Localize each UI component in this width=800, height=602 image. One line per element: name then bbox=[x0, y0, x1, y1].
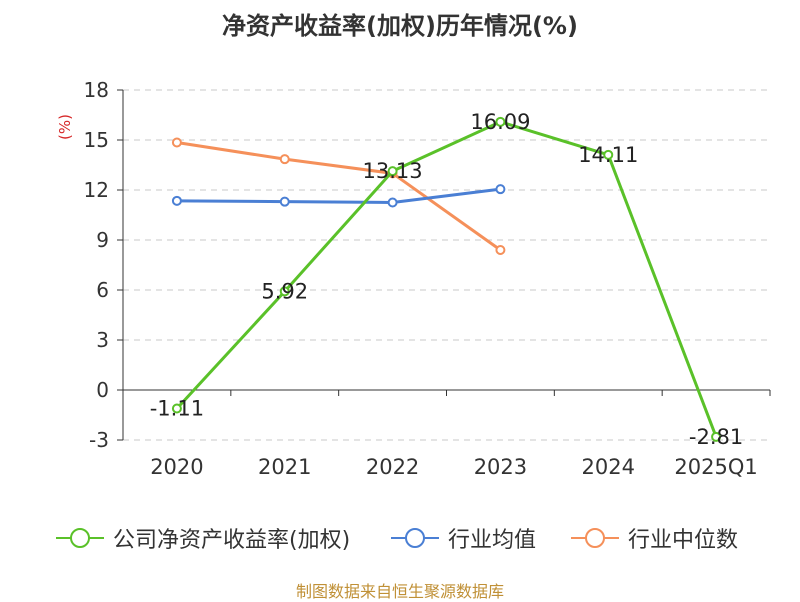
x-tick-label: 2024 bbox=[582, 455, 635, 479]
legend-marker-icon bbox=[391, 528, 439, 548]
data-label: -2.81 bbox=[689, 425, 743, 449]
data-label: -1.11 bbox=[150, 397, 204, 421]
data-point bbox=[279, 154, 290, 165]
data-point bbox=[495, 184, 506, 195]
x-tick-label: 2021 bbox=[258, 455, 311, 479]
legend-item[interactable]: 行业均值 bbox=[390, 522, 536, 554]
data-labels: -1.11 5.92 13.13 16.09 14.11 -2.81 bbox=[150, 110, 744, 449]
legend-marker-icon bbox=[56, 528, 104, 548]
y-tick-label: 9 bbox=[96, 228, 109, 252]
series-line bbox=[176, 141, 502, 252]
data-label: 13.13 bbox=[363, 159, 423, 183]
data-point bbox=[387, 166, 398, 177]
data-label: 5.92 bbox=[261, 279, 308, 303]
data-point bbox=[387, 197, 398, 208]
x-axis: 2020 2021 2022 2023 2024 2025Q1 bbox=[122, 389, 771, 479]
y-axis: -3 0 3 6 9 12 15 18 bbox=[84, 78, 124, 452]
y-tick-label: 6 bbox=[96, 278, 109, 302]
source-note: 制图数据来自恒生聚源数据库 bbox=[295, 582, 504, 601]
data-point bbox=[171, 403, 182, 414]
legend-marker-icon bbox=[571, 528, 619, 548]
data-point bbox=[171, 195, 182, 206]
y-tick-label: 0 bbox=[96, 378, 109, 402]
x-tick-label: 2020 bbox=[150, 455, 203, 479]
grid-lines bbox=[123, 89, 770, 441]
y-axis-label: (%) bbox=[56, 114, 74, 140]
data-label: 14.11 bbox=[578, 143, 638, 167]
legend-item[interactable]: 公司净资产收益率(加权) bbox=[55, 522, 350, 554]
data-point bbox=[171, 137, 182, 148]
legend-label: 行业中位数 bbox=[628, 528, 739, 553]
series-layer bbox=[171, 116, 722, 442]
data-point bbox=[495, 116, 506, 127]
y-tick-label: 15 bbox=[84, 128, 109, 152]
data-point bbox=[711, 431, 722, 442]
legend-label: 公司净资产收益率(加权) bbox=[113, 528, 351, 553]
data-point bbox=[279, 196, 290, 207]
y-tick-label: 18 bbox=[84, 78, 109, 102]
y-tick-label: -3 bbox=[89, 428, 109, 452]
legend-item[interactable]: 行业中位数 bbox=[570, 522, 738, 554]
x-tick-label: 2025Q1 bbox=[674, 455, 757, 479]
y-tick-label: 12 bbox=[84, 178, 109, 202]
x-tick-label: 2023 bbox=[474, 455, 527, 479]
data-point bbox=[495, 245, 506, 255]
series-line bbox=[175, 120, 718, 438]
data-point bbox=[603, 149, 614, 160]
chart-title: 净资产收益率(加权)历年情况(%) bbox=[222, 12, 578, 40]
y-tick-label: 3 bbox=[96, 328, 109, 352]
x-tick-label: 2022 bbox=[366, 455, 419, 479]
data-label: 16.09 bbox=[470, 110, 530, 134]
series-line bbox=[176, 187, 501, 204]
data-point bbox=[279, 286, 290, 297]
legend-label: 行业均值 bbox=[448, 528, 537, 553]
